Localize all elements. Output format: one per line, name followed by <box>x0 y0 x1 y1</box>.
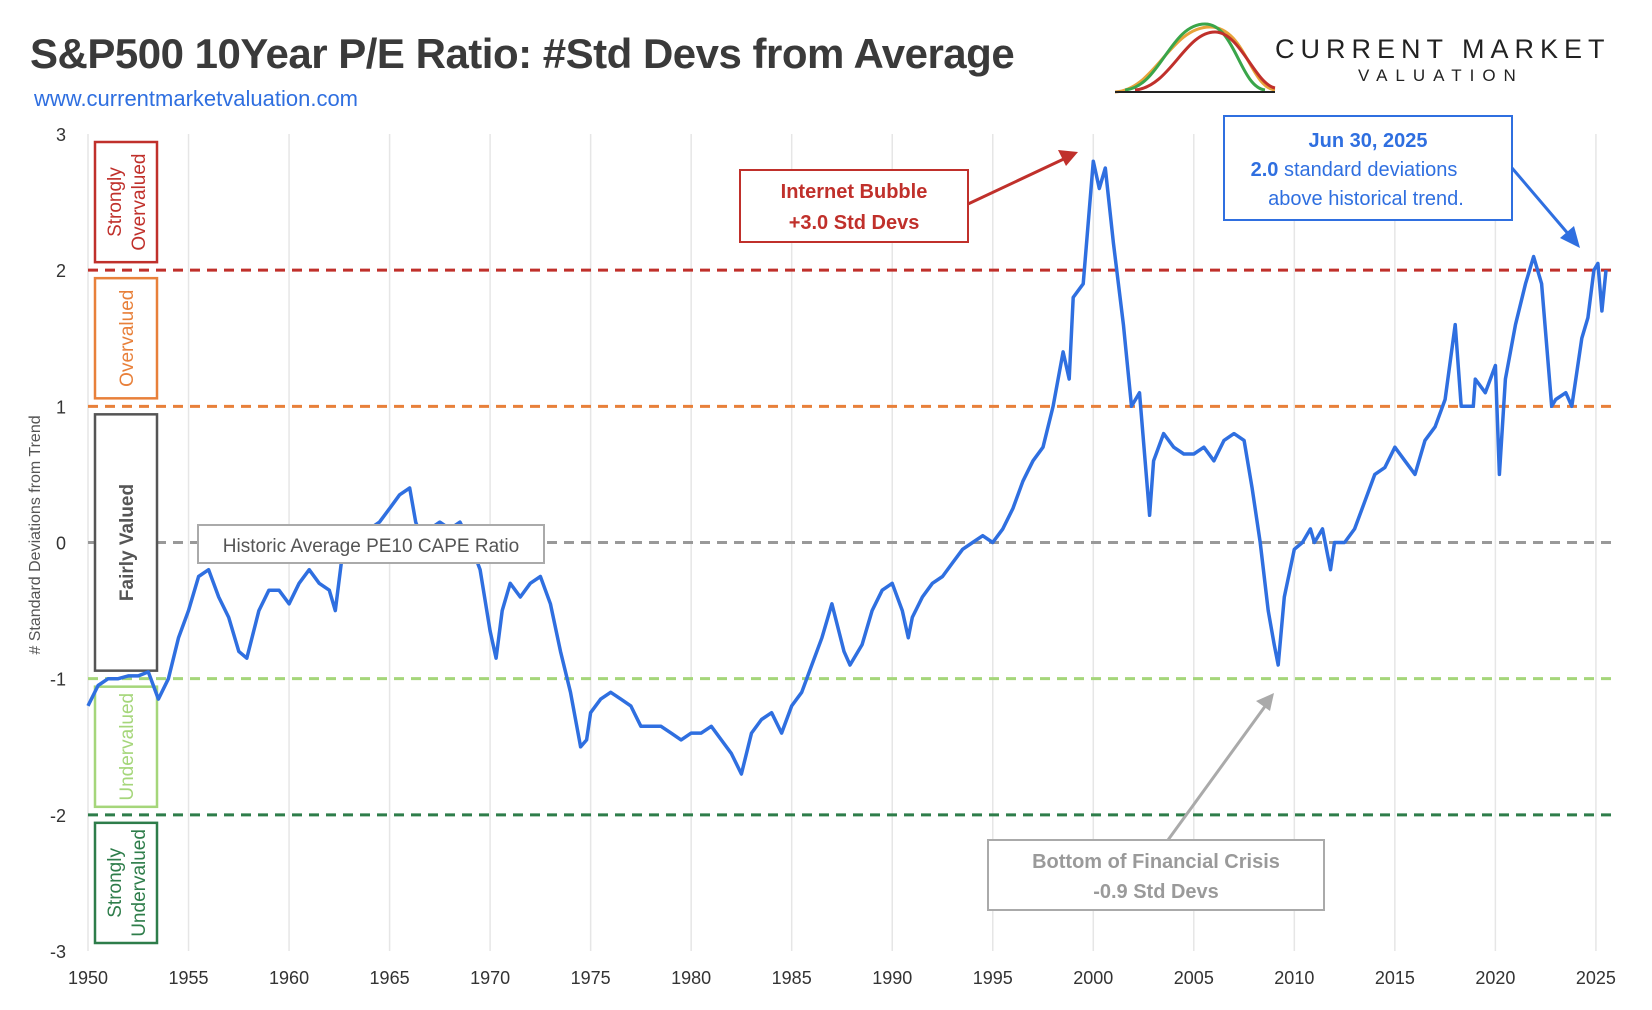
crisis-annotation: Bottom of Financial Crisis -0.9 Std Devs <box>987 693 1325 911</box>
current-line3: above historical trend. <box>1268 188 1464 210</box>
y-tick-label: -1 <box>50 670 66 690</box>
logo-bell-curves-icon <box>1115 22 1276 94</box>
crisis-arrow <box>1166 704 1268 841</box>
zone-label: Strongly <box>105 167 126 237</box>
x-tick-label: 1950 <box>68 968 108 988</box>
x-tick-label: 1955 <box>169 968 209 988</box>
crisis-line1: Bottom of Financial Crisis <box>1032 851 1280 873</box>
x-tick-label: 2010 <box>1274 968 1314 988</box>
x-tick-label: 2015 <box>1375 968 1415 988</box>
logo-text-line1: CURRENT MARKET <box>1275 34 1611 64</box>
x-tick-label: 2020 <box>1475 968 1515 988</box>
y-tick-label: 1 <box>56 397 66 417</box>
logo-curve-red <box>1134 30 1276 92</box>
bubble-annotation: Internet Bubble +3.0 Std Devs <box>739 150 1078 243</box>
bubble-line2: +3.0 Std Devs <box>789 212 920 234</box>
bubble-box <box>739 169 969 243</box>
current-value: 2.0 <box>1251 159 1279 181</box>
x-axis-ticks: 1950 1955 1960 1965 1970 1975 1980 1985 1990 1995… <box>68 968 1616 988</box>
x-tick-label: 1990 <box>872 968 912 988</box>
logo-curve-green <box>1124 22 1266 92</box>
crisis-box <box>987 839 1325 911</box>
x-tick-label: 1985 <box>772 968 812 988</box>
zone-label: Undervalued <box>129 829 150 937</box>
current-box <box>1223 115 1513 221</box>
series-line <box>86 159 1608 776</box>
zone-strongly-overvalued: Strongly Overvalued <box>93 140 159 264</box>
zone-fairly-valued: Fairly Valued <box>93 413 159 672</box>
zone-label: Fairly Valued <box>117 484 138 601</box>
historic-average-box <box>197 524 545 564</box>
x-tick-label: 1995 <box>973 968 1013 988</box>
x-tick-label: 1965 <box>370 968 410 988</box>
current-annotation: Jun 30, 2025 2.0 standard deviations abo… <box>1223 115 1580 248</box>
y-tick-label: -2 <box>50 806 66 826</box>
logo-text-line2: VALUATION <box>1358 66 1524 85</box>
crisis-line2: -0.9 Std Devs <box>1093 881 1219 903</box>
bubble-line1: Internet Bubble <box>781 181 928 203</box>
zone-box <box>93 140 159 264</box>
bubble-arrow <box>967 155 1069 206</box>
zone-box <box>93 685 159 809</box>
current-date: Jun 30, 2025 <box>1309 130 1428 152</box>
y-tick-label: -3 <box>50 942 66 962</box>
current-line2-text: standard deviations <box>1278 159 1457 181</box>
current-arrow <box>1510 167 1572 237</box>
x-tick-label: 1970 <box>470 968 510 988</box>
x-tick-label: 1960 <box>269 968 309 988</box>
x-tick-label: 2025 <box>1576 968 1616 988</box>
x-tick-label: 2005 <box>1174 968 1214 988</box>
x-tick-label: 2000 <box>1073 968 1113 988</box>
y-tick-label: 2 <box>56 261 66 281</box>
zone-label: Undervalued <box>117 693 138 801</box>
y-axis-ticks: 3 2 1 0 -1 -2 -3 <box>50 125 66 962</box>
historic-average-label: Historic Average PE10 CAPE Ratio <box>223 536 519 557</box>
zone-overvalued: Overvalued <box>93 276 159 400</box>
chart-title: S&P500 10Year P/E Ratio: #Std Devs from … <box>30 30 1015 77</box>
zone-box <box>93 413 159 672</box>
bubble-arrowhead <box>1058 150 1078 166</box>
crisis-arrowhead <box>1256 693 1274 711</box>
y-axis-label: # Standard Deviations from Trend <box>27 415 44 654</box>
zone-box <box>93 821 159 945</box>
y-tick-label: 0 <box>56 534 66 554</box>
zone-strongly-undervalued: Strongly Undervalued <box>93 821 159 945</box>
historic-average-annotation: Historic Average PE10 CAPE Ratio <box>197 524 545 564</box>
zone-label: Overvalued <box>129 153 150 250</box>
zone-box <box>93 276 159 400</box>
x-tick-label: 1980 <box>671 968 711 988</box>
zone-label: Strongly <box>105 848 126 918</box>
zone-label: Overvalued <box>117 290 138 387</box>
current-arrowhead <box>1560 226 1580 248</box>
y-tick-label: 3 <box>56 125 66 145</box>
zone-undervalued: Undervalued <box>93 685 159 809</box>
website-url[interactable]: www.currentmarketvaluation.com <box>34 86 359 111</box>
x-tick-label: 1975 <box>571 968 611 988</box>
current-line2: 2.0 standard deviations <box>1251 159 1458 181</box>
